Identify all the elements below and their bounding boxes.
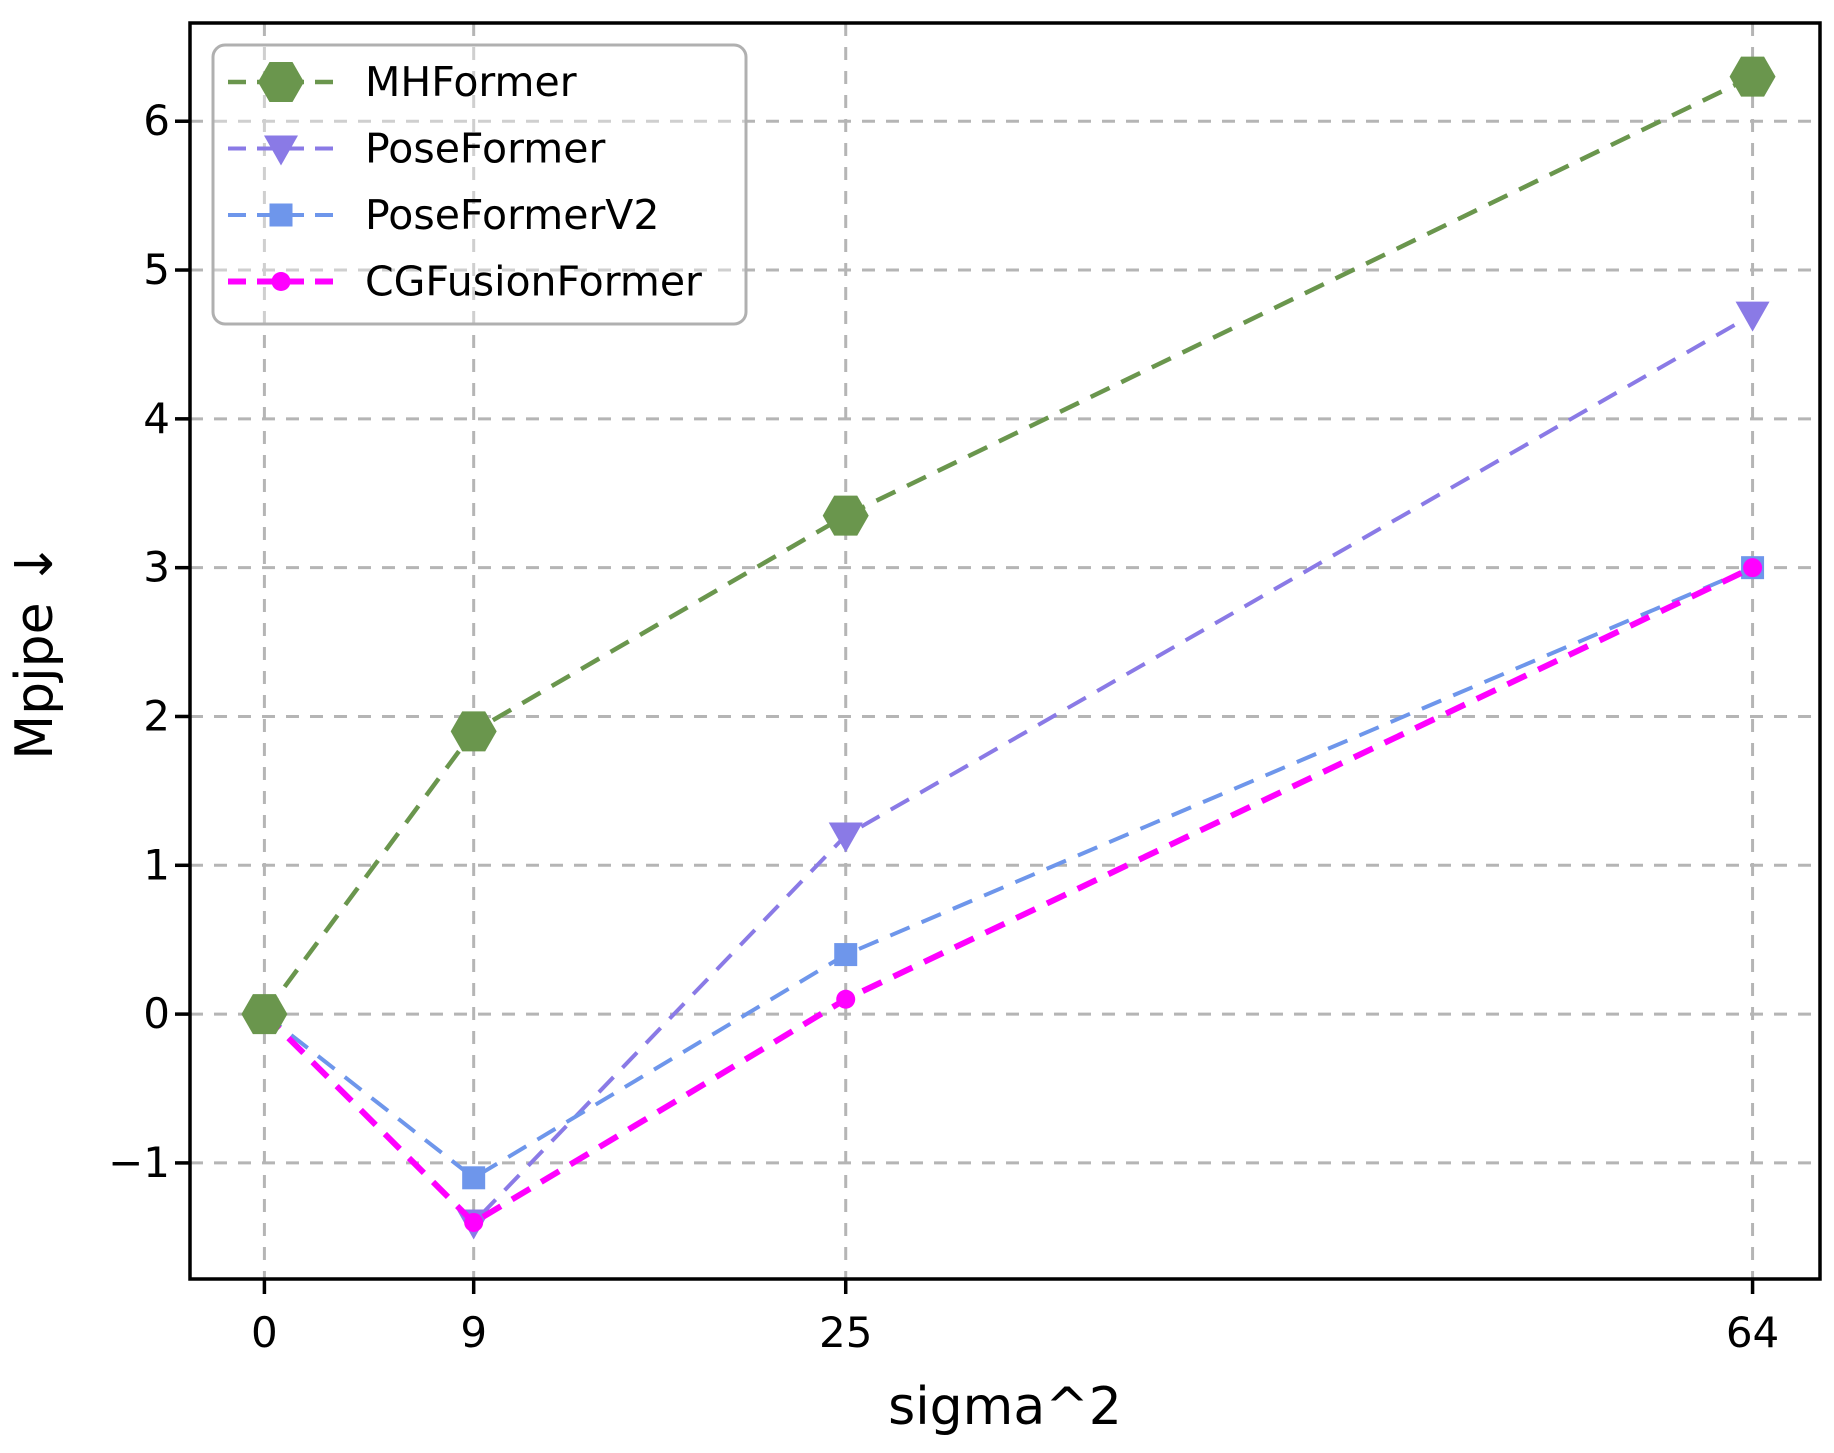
legend-item-PoseFormerV2: PoseFormerV2	[228, 191, 659, 239]
y-tick-label-0: 0	[143, 989, 170, 1038]
series-group	[241, 56, 1776, 1240]
legend-label-CGFusionFormer: CGFusionFormer	[365, 258, 702, 306]
series-line-CGFusionFormer	[262, 564, 1754, 1227]
series-line-PoseFormerV2	[263, 565, 1754, 1181]
legend-item-PoseFormer: PoseFormer	[228, 125, 605, 173]
axis-ticks: 0 9 25 64 −1 0 1 2 3 4 5 6	[108, 96, 1779, 1357]
legend-label-PoseFormer: PoseFormer	[365, 125, 605, 173]
y-tick-label-6: 6	[143, 96, 170, 145]
x-tick-label-9: 9	[460, 1308, 487, 1357]
legend-box	[211, 43, 748, 326]
marker-CGFusionFormer-x64	[1743, 558, 1763, 578]
marker-PoseFormer-x25	[828, 822, 863, 853]
marker-MHFormer-x0	[241, 994, 288, 1035]
x-tick-label-25: 25	[819, 1308, 872, 1357]
marker-MHFormer-x64	[1729, 56, 1776, 97]
x-tick-label-0: 0	[251, 1308, 278, 1357]
series-line-MHFormer	[262, 74, 1754, 1016]
legend: MHFormer PoseFormer PoseFormerV2 CGFusionFo…	[211, 43, 748, 326]
x-tick-label-64: 64	[1726, 1308, 1779, 1357]
marker-PoseFormerV2-x9	[462, 1166, 486, 1190]
x-axis-label: sigma^2	[888, 1377, 1122, 1437]
y-tick-label-5: 5	[143, 245, 170, 294]
legend-marker-PoseFormer	[264, 135, 298, 166]
legend-label-PoseFormerV2: PoseFormerV2	[365, 191, 659, 239]
legend-label-MHFormer: MHFormer	[365, 58, 577, 106]
legend-marker-PoseFormerV2	[269, 203, 293, 227]
y-tick-label-3: 3	[143, 543, 170, 592]
y-tick-label-1: 1	[143, 840, 170, 889]
legend-marker-MHFormer	[258, 62, 304, 102]
y-tick-label-4: 4	[143, 394, 170, 443]
series-MHFormer	[241, 56, 1776, 1035]
y-tick-label--1: −1	[108, 1138, 170, 1187]
marker-CGFusionFormer-x9	[464, 1212, 484, 1232]
y-axis-label: Mpjpe ↓	[5, 542, 65, 759]
marker-MHFormer-x9	[450, 711, 497, 752]
legend-item-CGFusionFormer: CGFusionFormer	[228, 258, 702, 306]
marker-CGFusionFormer-x25	[836, 989, 856, 1009]
marker-PoseFormer-x64	[1735, 301, 1770, 332]
plot-frame	[188, 21, 1822, 1281]
y-tick-label-2: 2	[143, 691, 170, 740]
legend-marker-CGFusionFormer	[271, 272, 291, 291]
legend-item-MHFormer: MHFormer	[228, 58, 577, 106]
marker-PoseFormerV2-x25	[834, 943, 858, 967]
series-CGFusionFormer	[262, 558, 1763, 1232]
marker-MHFormer-x25	[822, 495, 869, 536]
